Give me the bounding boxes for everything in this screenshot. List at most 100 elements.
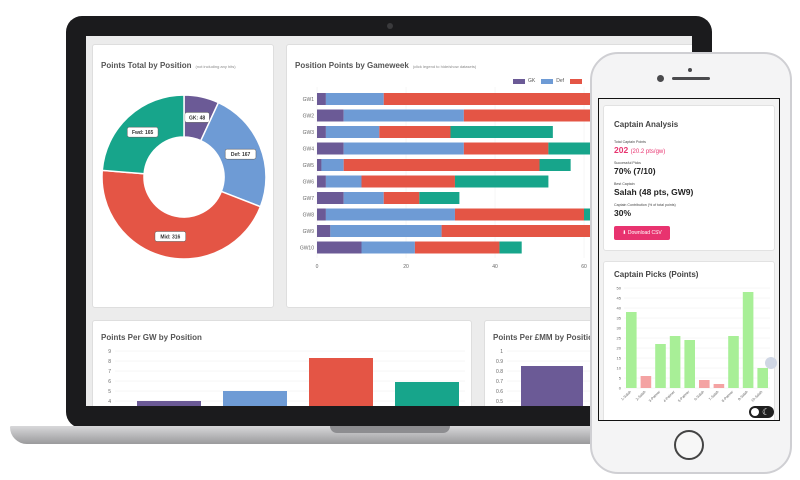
bar-mid-gw1 xyxy=(383,93,598,105)
y-tick-label: 15 xyxy=(617,356,622,361)
donut-card: Points Total by Position (not including a… xyxy=(92,44,274,308)
scroll-indicator[interactable] xyxy=(765,357,777,369)
bar-gk-gw9 xyxy=(317,225,331,237)
bar-def-gw1 xyxy=(325,93,384,105)
y-tick-label: 4 xyxy=(108,399,111,405)
y-tick-label: 30 xyxy=(617,326,622,331)
bar-mid-gw6 xyxy=(361,175,455,188)
y-tick-label: 1 xyxy=(500,349,503,355)
phone-sensor xyxy=(688,68,692,72)
total-captain-value: 202 (20.2 pts/gw) xyxy=(614,145,666,155)
points-per-gw-card: Points Per GW by Position 9876543 xyxy=(92,320,472,406)
laptop-base xyxy=(10,426,710,444)
best-captain-label: Best Captain xyxy=(614,182,635,186)
bar-gk-gw7 xyxy=(317,192,344,204)
bar-def-gw10 xyxy=(361,241,415,254)
bar-gk-gw4 xyxy=(317,142,344,155)
captain-bar-2 xyxy=(640,376,652,388)
y-tick-label-gw10: GW10 xyxy=(300,246,314,252)
points-per-mm-title: Points Per £MM by Position xyxy=(493,333,598,342)
bar-mid-gw3 xyxy=(379,126,451,138)
y-tick-label: 40 xyxy=(617,306,622,311)
y-tick-label: 6 xyxy=(108,379,111,385)
theme-toggle[interactable]: ☾ xyxy=(749,406,774,418)
bar-mid-gw10 xyxy=(414,241,500,254)
successful-picks-value: 70% (7/10) xyxy=(614,166,656,176)
x-tick-label: 60 xyxy=(581,264,587,270)
bar-def-gw3 xyxy=(325,126,380,138)
y-tick-label-gw8: GW8 xyxy=(303,213,315,219)
points-per-gw-chart: 9876543 xyxy=(108,349,465,406)
y-tick-label: 0.9 xyxy=(496,359,503,365)
bar-gk xyxy=(137,401,201,406)
gameweek-stacked-bar-chart: 0 20 40 60 GW1 GW2 GW3 GW4 GW5 GW6 GW7 GW8 GW9 GW10 xyxy=(300,87,692,270)
y-tick-label: 25 xyxy=(617,336,622,341)
bar-gk-gw5 xyxy=(317,159,322,171)
captain-picks-title: Captain Picks (Points) xyxy=(614,270,699,279)
y-tick-label: 9 xyxy=(108,349,111,355)
y-tick-label-gw1: GW1 xyxy=(303,97,315,103)
x-tick-label: 9-Salah xyxy=(737,390,749,402)
y-tick-label: 0.7 xyxy=(496,379,503,385)
captain-bar-6 xyxy=(699,380,710,388)
moon-icon: ☾ xyxy=(762,407,771,417)
bar-def-gw6 xyxy=(325,175,362,188)
bar-gk-gw2 xyxy=(317,109,344,122)
x-tick-label: 1-Salah xyxy=(620,390,632,402)
legend-swatch-def xyxy=(541,78,554,84)
donut-label-box xyxy=(154,231,186,242)
y-tick-label: 20 xyxy=(617,346,622,351)
download-csv-button[interactable]: ⬇ Download CSV xyxy=(614,226,670,240)
y-tick-label-gw6: GW6 xyxy=(303,180,315,186)
bar-def-gw7 xyxy=(343,192,384,204)
legend-label-def[interactable]: Def xyxy=(556,78,565,84)
bar-gk-gw6 xyxy=(317,175,326,188)
legend-swatch-mid xyxy=(570,78,583,84)
captain-bar-7 xyxy=(713,384,725,388)
y-tick-label: 45 xyxy=(617,296,622,301)
captain-contribution-label: Captain Contribution (% of total points) xyxy=(614,203,676,207)
bar-fwd-gw5 xyxy=(539,159,571,171)
bar-fwd-gw10 xyxy=(499,241,522,254)
gameweek-legend[interactable]: GK Def xyxy=(513,78,583,84)
bar-mid-gw8 xyxy=(454,208,584,221)
donut-label-def: Def: 167 xyxy=(231,152,251,158)
captain-contribution-value: 30% xyxy=(614,208,632,218)
y-tick-label-gw3: GW3 xyxy=(303,130,315,136)
y-tick-label: 8 xyxy=(108,359,111,365)
x-tick-label: 2-Salah xyxy=(635,390,647,402)
toggle-knob xyxy=(751,408,759,416)
bar-gk xyxy=(521,366,583,406)
captain-picks-card: Captain Picks (Points) 0 5 10 15 20 25 30 35 40 4… xyxy=(603,261,775,420)
donut-chart: GK: 48 Def: 167 Mid: 316 Fwd: 165 xyxy=(101,94,267,260)
y-tick-label-gw7: GW7 xyxy=(303,196,315,202)
y-tick-label: 0.8 xyxy=(496,369,503,375)
x-tick-label: 0 xyxy=(316,264,319,270)
bar-def-gw8 xyxy=(325,208,455,221)
captain-picks-chart: 0 5 10 15 20 25 30 35 40 45 50 1-Salah 2-Salah 3-Palm… xyxy=(617,286,770,403)
phone-home-button[interactable] xyxy=(674,430,704,460)
x-tick-label: 5-Palmer xyxy=(677,389,691,403)
y-tick-label: 10 xyxy=(617,366,622,371)
phone-screen: Captain Analysis Total Captain Points 20… xyxy=(598,98,780,421)
donut-label-box xyxy=(224,148,257,160)
donut-slice-mid xyxy=(101,169,262,260)
successful-picks-label: Successful Picks xyxy=(614,161,641,165)
bar-def-gw5 xyxy=(321,159,344,171)
y-tick-label-gw4: GW4 xyxy=(303,147,315,153)
y-tick-label: 50 xyxy=(617,286,622,291)
bar-gk-gw10 xyxy=(317,241,362,254)
x-tick-label: 4-Palmer xyxy=(663,389,677,403)
y-tick-label: 5 xyxy=(619,376,622,381)
total-captain-label: Total Captain Points xyxy=(614,140,646,144)
bar-gk-gw8 xyxy=(317,208,326,221)
points-per-gw-title: Points Per GW by Position xyxy=(101,333,202,342)
x-tick-label: 3-Palmer xyxy=(648,389,662,403)
legend-label-gk[interactable]: GK xyxy=(528,78,536,84)
donut-label-fwd: Fwd: 165 xyxy=(132,130,154,136)
laptop-camera xyxy=(387,23,393,29)
x-tick-label: 10-Salah xyxy=(750,390,763,403)
captain-analysis-card: Captain Analysis Total Captain Points 20… xyxy=(603,105,775,251)
bar-def-gw2 xyxy=(343,109,464,122)
legend-swatch-gk xyxy=(513,78,525,84)
